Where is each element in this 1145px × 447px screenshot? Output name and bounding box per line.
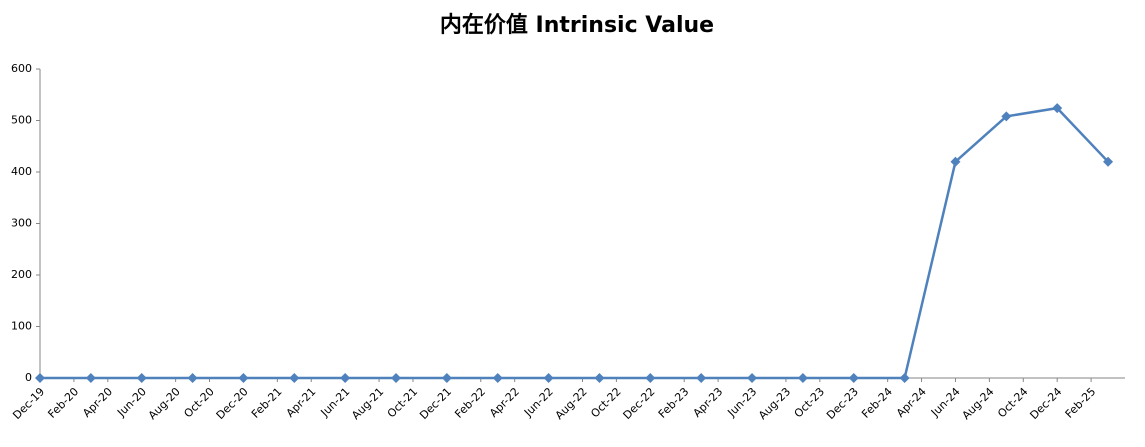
point	[340, 373, 351, 383]
x-tick-label: Aug-22	[553, 385, 590, 422]
x-tick-label: Apr-24	[894, 385, 929, 420]
point	[645, 373, 656, 383]
x-tick-label: Jun-23	[725, 385, 760, 420]
y-tick-label: 0	[25, 371, 32, 384]
x-tick-label: Feb-24	[859, 385, 895, 421]
x-tick-label: Apr-21	[284, 385, 319, 420]
point	[1052, 103, 1063, 114]
point	[85, 373, 96, 383]
x-tick-label: Apr-20	[80, 385, 115, 420]
point	[696, 373, 707, 383]
series-line	[40, 106, 1109, 380]
point	[848, 373, 859, 383]
x-tick-label: Aug-21	[349, 385, 386, 422]
x-tick-label: Jun-24	[928, 385, 963, 420]
x-tick-label: Oct-24	[995, 385, 1030, 420]
x-tick-label: Dec-21	[417, 385, 454, 422]
x-tick-label: Feb-21	[249, 385, 285, 421]
x-tick-label: Oct-20	[181, 385, 216, 420]
point	[391, 373, 402, 383]
y-tick-label: 100	[11, 320, 32, 333]
point	[492, 373, 503, 383]
x-tick-label: Feb-25	[1063, 385, 1099, 421]
y-tick-label: 400	[11, 165, 32, 178]
x-tick-label: Jun-20	[114, 385, 149, 420]
point	[747, 373, 758, 383]
point	[187, 373, 198, 383]
point	[1103, 156, 1114, 167]
point	[289, 373, 300, 383]
y-tick-label: 600	[11, 62, 32, 75]
x-tick-label: Aug-23	[756, 385, 793, 422]
x-tick-label: Apr-22	[487, 385, 522, 420]
point	[950, 156, 961, 167]
x-tick-label: Apr-23	[691, 385, 726, 420]
point	[899, 373, 910, 383]
point	[441, 373, 452, 383]
point	[238, 373, 249, 383]
x-tick-label: Jun-21	[318, 385, 353, 420]
point	[797, 373, 808, 383]
x-tick-label: Feb-20	[45, 385, 81, 421]
point	[136, 373, 147, 383]
x-tick-label: Dec-23	[824, 385, 861, 422]
x-tick-label: Aug-24	[960, 385, 997, 422]
x-tick-label: Dec-22	[621, 385, 658, 422]
y-tick-label: 300	[11, 217, 32, 230]
x-tick-label: Aug-20	[146, 385, 183, 422]
x-tick-label: Oct-23	[792, 385, 827, 420]
x-tick-label: Dec-19	[10, 385, 47, 422]
point	[35, 373, 45, 383]
chart-title: 内在价值 Intrinsic Value	[440, 12, 714, 38]
point	[543, 373, 554, 383]
x-tick-label: Jun-22	[521, 385, 556, 420]
x-tick-label: Dec-24	[1027, 385, 1064, 422]
point	[594, 373, 605, 383]
x-tick-label: Oct-22	[588, 385, 623, 420]
x-tick-label: Dec-20	[214, 385, 251, 422]
y-tick-label: 200	[11, 268, 32, 281]
x-tick-label: Feb-23	[656, 385, 692, 421]
x-tick-label: Oct-21	[385, 385, 420, 420]
y-tick-label: 500	[11, 114, 32, 127]
x-tick-label: Feb-22	[452, 385, 488, 421]
point	[1001, 111, 1012, 122]
